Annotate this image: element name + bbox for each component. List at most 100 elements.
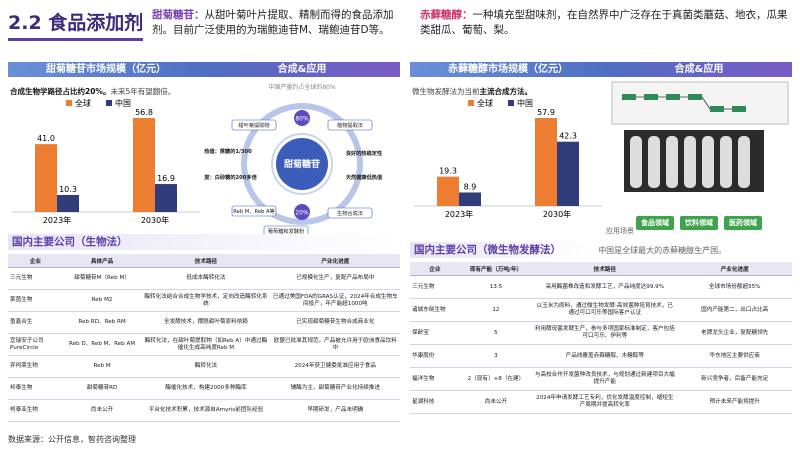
inner-ring xyxy=(271,133,333,195)
table-cell: Reb D、Reb M、Reb AM xyxy=(62,333,142,356)
table-block: 国内主要公司（生物法） 企业 具体产品 技术路径 产业化进度 三元生物 甜菊糖苷M（Reb … xyxy=(8,234,400,422)
bar xyxy=(35,144,57,212)
intro-left: 甜菊糖苷：从甜叶菊叶片提取、精制而得的食品添加剂。目前广泛使用的为瑞鲍迪苷M、瑞… xyxy=(152,8,400,38)
banner: 甜菊糖苷市场规模（亿元） xyxy=(8,62,204,77)
intro-term: 甜菊糖苷： xyxy=(152,9,205,21)
table-row: 三元生物 甜菊糖苷M（Reb M） 低成本酶转化法 已规模化生产，复配产品布局中 xyxy=(8,267,400,290)
table-cell: 弈柯莱生物 xyxy=(8,355,63,378)
table-row: 柯泰亚生物 尚未公开 平台化技术积累，技术源自Amyris前团队经验 早期研发，产品未… xyxy=(8,399,400,422)
table-cell: 福洋生物 xyxy=(410,367,460,391)
table-cell: 华康股份 xyxy=(410,344,460,368)
value-label: 10.3 xyxy=(59,185,77,194)
table-cell: 保龄宝 xyxy=(410,321,460,345)
note: 合成生物学路径占比约20%。未来5年有望翻倍。 xyxy=(10,86,175,97)
table-row: 莱茵生物 Reb M2 酶转化法结合合成生物学技术，定向改造酶转化系统 已通过美国FD… xyxy=(8,289,400,312)
inner-circle xyxy=(276,138,328,190)
table-cell: 三元生物 xyxy=(8,267,63,290)
value-label: 56.8 xyxy=(135,108,153,117)
bar-chart: 全球 中国 2023年 41.0 10.3 2030年 56.8 16.9 xyxy=(12,98,200,225)
bar xyxy=(57,194,79,212)
table-cell: 已通过美国FDA的GRAS认证，2024年合成生物车间投产，年产能超1000吨 xyxy=(270,289,400,312)
intro-right: 赤藓糖醇：一种填充型甜味剂，在自然界中广泛存在于真菌类蘑菇、地衣，瓜果类甜瓜、葡… xyxy=(420,8,790,38)
bar xyxy=(535,118,557,206)
x-tick-label: 2030年 xyxy=(141,215,169,225)
table-title: 国内主要公司（生物法） xyxy=(8,234,400,250)
table-subtitle: 中国是全球最大的赤藓糖醇生产国。 xyxy=(598,245,727,255)
table-cell: 尚未公开 xyxy=(62,399,142,422)
outer-ring xyxy=(241,103,363,225)
table-row: 宜瑞安子公司PureCircle Reb D、Reb M、Reb AM 酶转化法，在… xyxy=(8,333,400,356)
table-cell: 平台化技术积累，技术源自Amyris前团队经验 xyxy=(141,399,271,422)
node-label: 热值：蔗糖的1/300 xyxy=(204,147,252,155)
table-block: 国内主要公司（微生物发酵法） 中国是全球最大的赤藓糖醇生产国。 企业 现有产能（万吨/… xyxy=(410,242,792,414)
table-cell: 2（现有）+8（在建） xyxy=(459,367,533,391)
table-row: 福洋生物 2（现有）+8（在建） 与高校合作开发菌种改良技术，与规划通过新建项目大幅… xyxy=(410,367,792,391)
table-cell: 辅酶为主，甜菊糖苷产业化持续推进 xyxy=(270,377,400,400)
node-label: 甜度：白砂糖的200多倍 xyxy=(204,173,258,181)
table-row: 诸城东晓生物 12 以玉米为原料，通过微生物发酵-高效菌种培育技术，已通过可口可乐等… xyxy=(410,298,792,322)
table-cell: 甜菊糖苷M（Reb M） xyxy=(62,267,142,290)
diagram-caption: 中国产量约占全球的80% xyxy=(268,83,336,91)
tubes xyxy=(630,136,750,188)
note-segment: 微生物发酵法为当前 xyxy=(412,87,480,96)
column-header: 技术路径 xyxy=(532,262,678,276)
table-cell: 2024年获卫健委批准应用于食品 xyxy=(270,355,400,378)
app-tag: 医药领域 xyxy=(724,216,762,230)
table-cell: 酶转化法，在甜叶菊提取物（如Reb A）中通过酶催化生成高纯度Reb M xyxy=(141,333,271,356)
table-row: 星湖科技 尚未公开 2024年申请发酵工艺专利，优化发酵温度控制，缩短生产周期并提高… xyxy=(410,390,792,414)
table-cell: 全球市场份额超35% xyxy=(677,275,792,299)
value-label: 19.3 xyxy=(439,167,457,176)
table-cell: 盈鑫合生 xyxy=(8,311,63,334)
value-label: 57.9 xyxy=(537,108,555,117)
node-label: Reb M、Reb A等 xyxy=(233,207,274,215)
bar xyxy=(459,192,481,206)
legend-label: 全球 xyxy=(477,98,493,108)
intro-term: 赤藓糖醇： xyxy=(420,9,473,21)
table-cell: 国内产能第二，出口占比高 xyxy=(677,298,792,322)
legend-swatch xyxy=(468,100,474,106)
table: 企业 现有产能（万吨/年） 技术路径 产业化进度 三元生物 13.5 采用酶菌株改造和发酵工… xyxy=(410,262,792,414)
table-cell: 宜瑞安子公司PureCircle xyxy=(8,333,63,356)
page-title: 2.2 食品添加剂 xyxy=(8,12,144,34)
share-label: 80% xyxy=(295,116,309,123)
table-cell: 老牌龙头企业，复配糖领先 xyxy=(677,321,792,345)
table-cell: 华东地区主要供应商 xyxy=(677,344,792,368)
table-cell: 已实现甜菊糖苷生物合成商业化 xyxy=(270,311,400,334)
scene-label: 应用场景 xyxy=(606,227,634,235)
value-label: 16.9 xyxy=(157,174,175,183)
table-cell: 酶转化法结合合成生物学技术，定向改造酶转化系统 xyxy=(141,289,271,312)
table-cell: 尚未公开 xyxy=(459,390,533,414)
column-header: 技术路径 xyxy=(141,254,271,268)
app-tag: 食品领域 xyxy=(636,216,674,230)
column-header: 产业化进度 xyxy=(677,262,792,276)
node-box xyxy=(327,119,373,131)
note-segment: 合成生物学路径占比约20%。 xyxy=(10,87,111,96)
table-cell: 已规模化生产，复配产品布局中 xyxy=(270,267,400,290)
table-cell: 13.5 xyxy=(459,275,533,299)
column-header: 现有产能（万吨/年） xyxy=(459,262,533,276)
banner: 合成&应用 xyxy=(606,62,792,77)
share-dot xyxy=(294,204,310,220)
table-cell: 利用酵母菌发酵生产，参与多项国家标准制定，客户包括可口可乐、伊利等 xyxy=(532,321,678,345)
intro-text: 一种填充型甜味剂，在自然界中广泛存在于真菌类蘑菇、地衣，瓜果类甜瓜、葡萄、梨。 xyxy=(420,9,788,36)
bar xyxy=(437,176,459,206)
column-header: 具体产品 xyxy=(62,254,142,268)
node-label: 植物提取法 xyxy=(337,121,363,129)
table-row: 弈柯莱生物 Reb M 酶转化法 2024年获卫健委批准应用于食品 xyxy=(8,355,400,378)
table-cell: 早期研发，产品未明确 xyxy=(270,399,400,422)
note-segment: 未来5年有望翻倍。 xyxy=(110,87,176,96)
app-tags: 食品领域 饮料领域 医药领域 xyxy=(636,216,762,230)
table-cell: 欧盟已批准其规范，产品被允许用于欧洲食品饮料中 xyxy=(270,333,400,356)
legend-label: 中国 xyxy=(517,98,533,108)
table-cell: 2024年申请发酵工艺专利，优化发酵温度控制，缩短生产周期并提高转化率 xyxy=(532,390,678,414)
share-label: 20% xyxy=(295,210,309,217)
note: 微生物发酵法为当前主流合成方法。 xyxy=(412,86,532,97)
table-cell: 邦泰生物 xyxy=(8,377,63,400)
table-cell: 诸城东晓生物 xyxy=(410,298,460,322)
table-cell: 12 xyxy=(459,298,533,322)
share-dot xyxy=(294,110,310,126)
value-label: 42.3 xyxy=(559,132,577,141)
pathway-nodes xyxy=(622,94,746,112)
table: 企业 具体产品 技术路径 产业化进度 三元生物 甜菊糖苷M（Reb M） 低成本酶转化法 已规… xyxy=(8,254,400,422)
